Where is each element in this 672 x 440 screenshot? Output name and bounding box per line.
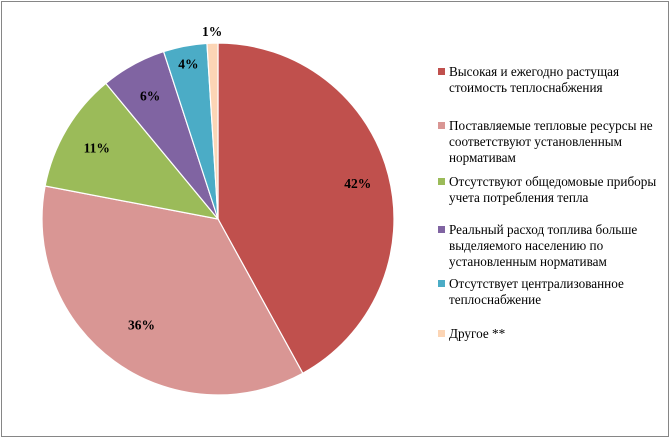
legend-label: Отсутствует централизованное теплоснабже… xyxy=(449,276,624,307)
legend-swatch xyxy=(438,226,445,233)
data-label-fuel: 6% xyxy=(140,89,160,104)
legend-item-other: Другое ** xyxy=(438,326,666,342)
data-label-no-central: 4% xyxy=(178,56,198,71)
legend-item-meters: Отсутствуют общедомовые приборы учета по… xyxy=(438,174,666,206)
data-label-meters: 11% xyxy=(84,140,110,155)
legend-label: Поставляемые тепловые ресурсы не соответ… xyxy=(449,118,653,165)
legend-label: Другое ** xyxy=(449,326,506,341)
legend-label: Отсутствуют общедомовые приборы учета по… xyxy=(449,174,657,205)
legend-label: Реальный расход топлива больше выделяемо… xyxy=(449,222,638,269)
legend-item-fuel: Реальный расход топлива больше выделяемо… xyxy=(438,222,666,270)
data-label-quality: 36% xyxy=(128,317,155,332)
legend-swatch xyxy=(438,330,445,337)
pie-slice-meters xyxy=(44,82,220,220)
legend-item-no-central: Отсутствует централизованное теплоснабже… xyxy=(438,276,666,308)
data-label-high-cost: 42% xyxy=(344,176,371,191)
data-label-other: 1% xyxy=(202,24,222,39)
pie-slice-high-cost xyxy=(217,42,395,375)
legend-swatch xyxy=(438,280,445,287)
legend-swatch xyxy=(438,178,445,185)
pie-slice-quality xyxy=(41,185,304,396)
pie-slice-other xyxy=(206,42,219,220)
legend-swatch xyxy=(438,122,445,129)
legend-item-quality: Поставляемые тепловые ресурсы не соответ… xyxy=(438,118,666,166)
legend-item-high-cost: Высокая и ежегодно растущая стоимость те… xyxy=(438,64,666,96)
legend-swatch xyxy=(438,68,445,75)
legend-label: Высокая и ежегодно растущая стоимость те… xyxy=(449,64,620,95)
